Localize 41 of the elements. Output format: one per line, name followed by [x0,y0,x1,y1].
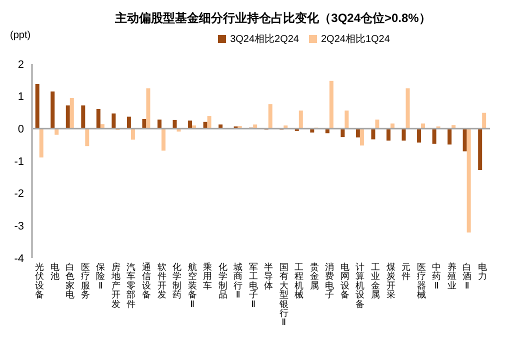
x-tick-label: 工程机械 [294,262,304,300]
x-tick-label: 软件开发 [157,262,166,300]
x-tick-label: 光伏设备 [35,262,44,300]
x-tick-label: 元件 [402,262,411,282]
y-axis-title: (ppt) [10,30,31,41]
x-tick-label: 化学制药 [172,262,182,300]
x-tick-label: 消费电子 [325,262,334,300]
legend-label: 2Q24相比1Q24 [321,34,390,45]
y-tick-label: -1 [14,156,24,168]
x-tick-label: 航空装备Ⅱ [188,262,197,309]
x-tick-label: 汽车零部件 [126,262,136,309]
x-tick-label: 煤炭开采 [386,262,396,300]
x-tick-label: 通信设备 [142,262,151,300]
x-tick-label: 化学制品 [218,262,228,300]
x-tick-label: 电力 [478,262,487,282]
x-tick-label: 养殖业 [447,262,456,290]
x-tick-label: 计算机设备 [356,262,365,309]
chart-title: 主动偏股型基金细分行业持仓占比变化（3Q24仓位>0.8%） [114,10,432,27]
x-tick-label: 贵金属 [310,262,319,290]
x-tick-label: 医疗器械 [416,262,426,300]
x-tick-label: 白酒Ⅱ [462,262,472,290]
y-tick-label: 2 [18,58,24,71]
y-tick-label: 0 [18,124,24,136]
x-tick-label: 工业金属 [371,262,380,300]
x-tick-label: 电池 [50,262,60,282]
x-tick-label: 乘用车 [203,262,212,290]
y-tick-label: 1 [18,91,24,104]
y-tick-label: -4 [14,252,24,265]
y-tick-label: -3 [14,220,24,233]
y-tick-label: -2 [14,188,24,200]
x-tick-label: 中药Ⅱ [432,262,442,290]
x-tick-label: 白色家电 [66,262,75,300]
x-tick-label: 军工电子Ⅱ [248,262,258,309]
legend-label: 3Q24相比2Q24 [230,34,299,45]
x-tick-label: 半导体 [264,262,274,290]
x-tick-label: 房地产开发 [110,262,120,309]
x-tick-label: 电网设备 [340,262,350,300]
x-tick-label: 国有大型银行Ⅱ [278,262,288,328]
x-tick-label: 医疗服务 [80,262,90,300]
x-tick-label: 城商行Ⅱ [232,262,243,300]
x-tick-label: 保险Ⅱ [96,262,106,290]
